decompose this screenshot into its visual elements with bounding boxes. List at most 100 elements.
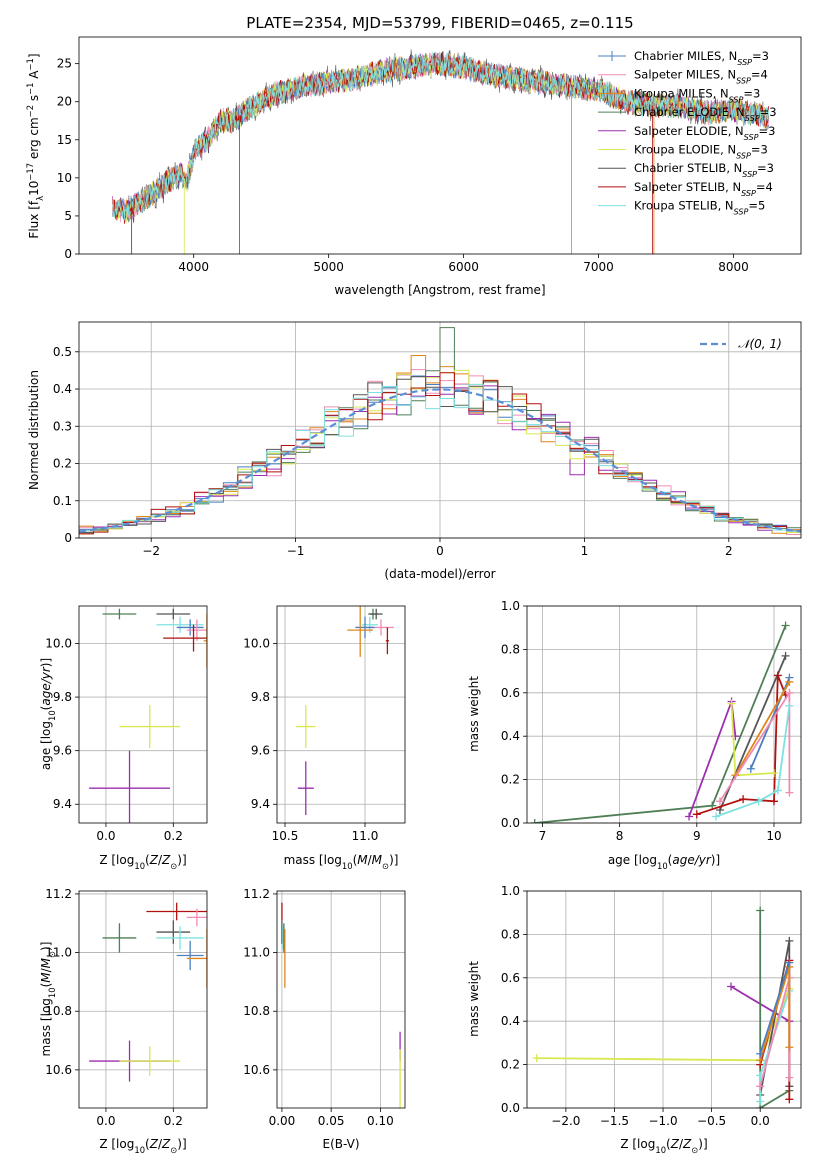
x-axis-label: E(B-V) xyxy=(322,1137,359,1151)
y-tick-label: 0.0 xyxy=(501,1101,520,1115)
y-tick-label: 0 xyxy=(64,247,72,261)
weight_vs_age-axes: 7 8 9 10 0.0 0.2 0.4 0.6 0.8 1.0 xyxy=(501,599,802,843)
x-tick-label: 0.10 xyxy=(367,1114,394,1128)
y-tick-label: 0.3 xyxy=(53,419,72,433)
plot-area xyxy=(532,906,794,1108)
x-tick-label: −1.0 xyxy=(648,1114,677,1128)
weight-marker xyxy=(715,797,724,806)
y-tick-label: 11.0 xyxy=(243,946,270,960)
weight-line xyxy=(759,910,790,1108)
y-tick-label: 0.6 xyxy=(501,686,520,700)
plot-area xyxy=(296,606,394,815)
x-tick-label: −1.5 xyxy=(600,1114,629,1128)
weight-marker xyxy=(532,1054,541,1063)
weight-marker xyxy=(781,651,790,660)
y-tick-label: 11.2 xyxy=(243,887,270,901)
x-tick-label: 8 xyxy=(616,829,624,843)
axes-frame xyxy=(78,36,802,255)
y-tick-label: 0.2 xyxy=(53,457,72,471)
y-tick-label: 9.4 xyxy=(251,797,270,811)
y-tick-label: 0.2 xyxy=(501,1058,520,1072)
weight-marker xyxy=(785,677,794,686)
y-tick-label: 10.0 xyxy=(243,637,270,651)
y-tick-label: 0.4 xyxy=(501,729,520,743)
y-tick-label: 0.0 xyxy=(501,816,520,830)
x-axis-label: Z [log10(Z/Z⊙)] xyxy=(99,853,186,871)
weight-marker xyxy=(746,764,755,773)
axes-frame xyxy=(78,890,208,1109)
weight-marker xyxy=(754,797,763,806)
weight-marker xyxy=(739,795,748,804)
legend-entry: Kroupa STELIB, NSSP=5 xyxy=(634,199,765,217)
y-tick-label: 11.2 xyxy=(45,887,72,901)
x-axis-label: (data-model)/error xyxy=(384,567,495,581)
plot-area xyxy=(112,49,769,254)
weight-marker xyxy=(785,688,794,697)
spectrum-axes: 4000 5000 6000 7000 8000 0 5 10 15 20 25 xyxy=(57,36,802,274)
axes-frame xyxy=(526,890,802,1109)
legend-entry: Kroupa ELODIE, NSSP=3 xyxy=(634,143,768,161)
weight-marker xyxy=(756,1097,765,1106)
weight-marker xyxy=(785,1095,794,1104)
x-tick-label: 0.0 xyxy=(96,1114,115,1128)
x-tick-label: 0.0 xyxy=(96,829,115,843)
plot-area xyxy=(89,608,207,823)
y-axis-label: mass weight xyxy=(467,676,481,752)
y-axis-label: mass [log10(M/M⊙)] xyxy=(39,942,57,1057)
weight-marker xyxy=(530,819,539,823)
y-tick-label: 1.0 xyxy=(501,599,520,613)
age_vs_mass-axes: 10.5 11.0 9.4 9.6 9.8 10.0 xyxy=(243,605,406,843)
x-tick-label: 0.0 xyxy=(751,1114,770,1128)
y-tick-label: 0 xyxy=(64,531,72,545)
y-tick-label: 0.4 xyxy=(53,382,72,396)
x-tick-label: 7000 xyxy=(583,260,614,274)
x-axis-label: mass [log10(M/M⊙)] xyxy=(284,853,399,871)
x-tick-label: 8000 xyxy=(718,260,749,274)
y-tick-label: 15 xyxy=(57,133,72,147)
x-tick-label: 6000 xyxy=(448,260,479,274)
y-tick-label: 10.8 xyxy=(243,1004,270,1018)
y-tick-label: 11.0 xyxy=(45,946,72,960)
weight_vs_Z-axes: −2.0 −1.5 −1.0 −0.5 0.0 0.0 0.2 0.4 0.6 0.8 1.0 xyxy=(501,884,802,1128)
weight-marker xyxy=(727,699,736,708)
x-tick-label: 0.2 xyxy=(164,1114,183,1128)
x-tick-label: 0.00 xyxy=(269,1114,296,1128)
x-tick-label: −2.0 xyxy=(551,1114,580,1128)
plot-area xyxy=(89,902,207,1082)
y-tick-label: 0.2 xyxy=(501,773,520,787)
x-axis-label: age [log10(age/yr)] xyxy=(608,853,720,871)
histogram-step xyxy=(79,372,801,535)
weight-marker xyxy=(785,1043,794,1052)
axes-frame xyxy=(78,321,802,539)
y-tick-label: 9.8 xyxy=(251,690,270,704)
y-tick-label: 9.8 xyxy=(53,690,72,704)
x-tick-label: 1 xyxy=(581,544,589,558)
weight-marker xyxy=(785,936,794,945)
y-tick-label: 0.1 xyxy=(53,494,72,508)
x-tick-label: −2 xyxy=(142,544,160,558)
x-tick-label: −0.5 xyxy=(697,1114,726,1128)
y-tick-label: 20 xyxy=(57,95,72,109)
legend-entry: Salpeter MILES, NSSP=4 xyxy=(634,68,768,86)
age_vs_Z-axes: 0.0 0.2 9.4 9.6 9.8 10.0 xyxy=(45,605,208,843)
x-tick-label: 2 xyxy=(725,544,733,558)
weight-line xyxy=(688,701,737,817)
legend-entry: Kroupa MILES, NSSP=3 xyxy=(634,86,760,104)
y-tick-label: 10.6 xyxy=(45,1063,72,1077)
x-tick-label: 10.5 xyxy=(272,829,299,843)
x-tick-label: 10 xyxy=(766,829,781,843)
y-tick-label: 10.0 xyxy=(45,637,72,651)
mass_vs_ebv-axes: 0.00 0.05 0.10 10.6 10.8 11.0 11.2 xyxy=(243,887,406,1128)
y-tick-label: 0.8 xyxy=(501,927,520,941)
weight-marker xyxy=(769,769,778,778)
weight-marker xyxy=(685,812,694,821)
weight-marker xyxy=(773,786,782,795)
x-tick-label: 4000 xyxy=(178,260,209,274)
histogram-step xyxy=(79,327,801,533)
weight-marker xyxy=(756,1049,765,1058)
weight-marker xyxy=(712,812,721,821)
y-tick-label: 9.6 xyxy=(251,744,270,758)
residuals-axes: −2 −1 0 1 2 0 0.1 0.2 0.3 0.4 0.5 xyxy=(53,321,802,558)
y-tick-label: 0.8 xyxy=(501,642,520,656)
